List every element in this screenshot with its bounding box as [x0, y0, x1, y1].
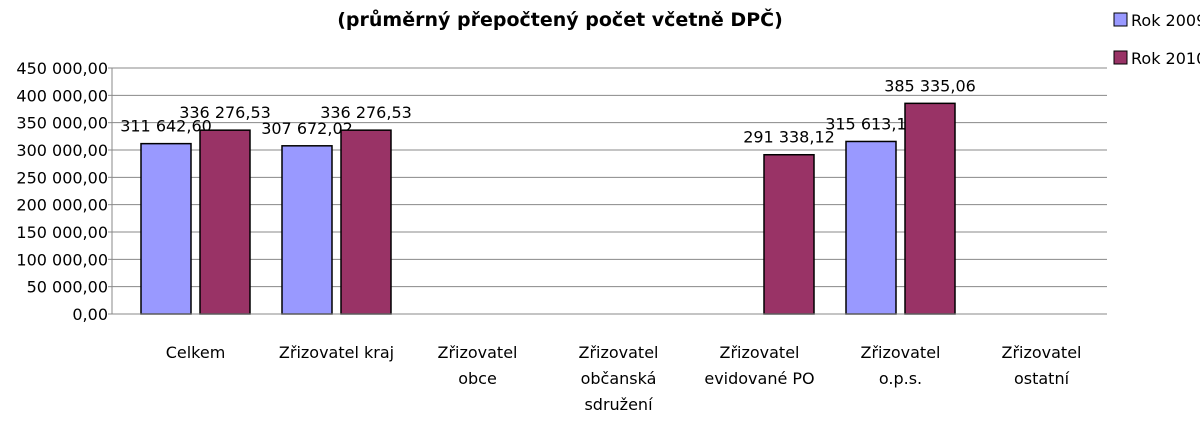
x-tick-label: Zřizovatel občanská sdružení — [578, 343, 658, 414]
y-tick-label: 250 000,00 — [16, 168, 108, 187]
x-tick-label: Zřizovatel ostatní — [1001, 343, 1081, 388]
legend-label: Rok 2010 — [1131, 49, 1200, 68]
x-tick-label: Zřizovatel obce — [437, 343, 517, 388]
bar — [140, 142, 192, 315]
y-tick-label: 400 000,00 — [16, 86, 108, 105]
y-tick-label: 50 000,00 — [27, 278, 108, 297]
data-label: 307 672,02 — [261, 119, 353, 138]
y-tick-label: 450 000,00 — [16, 59, 108, 78]
y-tick-label: 200 000,00 — [16, 196, 108, 215]
data-label: 385 335,06 — [884, 76, 976, 95]
bar — [904, 102, 956, 315]
y-tick-label: 300 000,00 — [16, 141, 108, 160]
bar — [845, 140, 897, 315]
data-label: 311 642,60 — [120, 117, 212, 136]
legend-swatch — [1113, 50, 1128, 65]
legend-label: Rok 2009 — [1131, 11, 1200, 30]
x-tick-label: Zřizovatel kraj — [279, 343, 394, 362]
chart-title: (průměrný přepočtený počet včetně DPČ) — [337, 7, 783, 31]
bar — [281, 145, 333, 315]
x-tick-label: Celkem — [166, 343, 226, 362]
y-tick-label: 100 000,00 — [16, 250, 108, 269]
y-tick-label: 0,00 — [72, 305, 108, 324]
bar — [763, 153, 815, 315]
data-label: 315 613,19 — [825, 114, 917, 133]
bar — [340, 129, 392, 315]
legend-swatch — [1113, 12, 1128, 27]
data-label: 336 276,53 — [320, 103, 412, 122]
data-label: 336 276,53 — [179, 103, 271, 122]
y-tick-label: 150 000,00 — [16, 223, 108, 242]
x-tick-label: Zřizovatel evidované PO — [704, 343, 814, 388]
x-tick-label: Zřizovatel o.p.s. — [860, 343, 940, 388]
data-label: 291 338,12 — [743, 128, 835, 147]
y-tick-label: 350 000,00 — [16, 114, 108, 133]
bar — [199, 129, 251, 315]
